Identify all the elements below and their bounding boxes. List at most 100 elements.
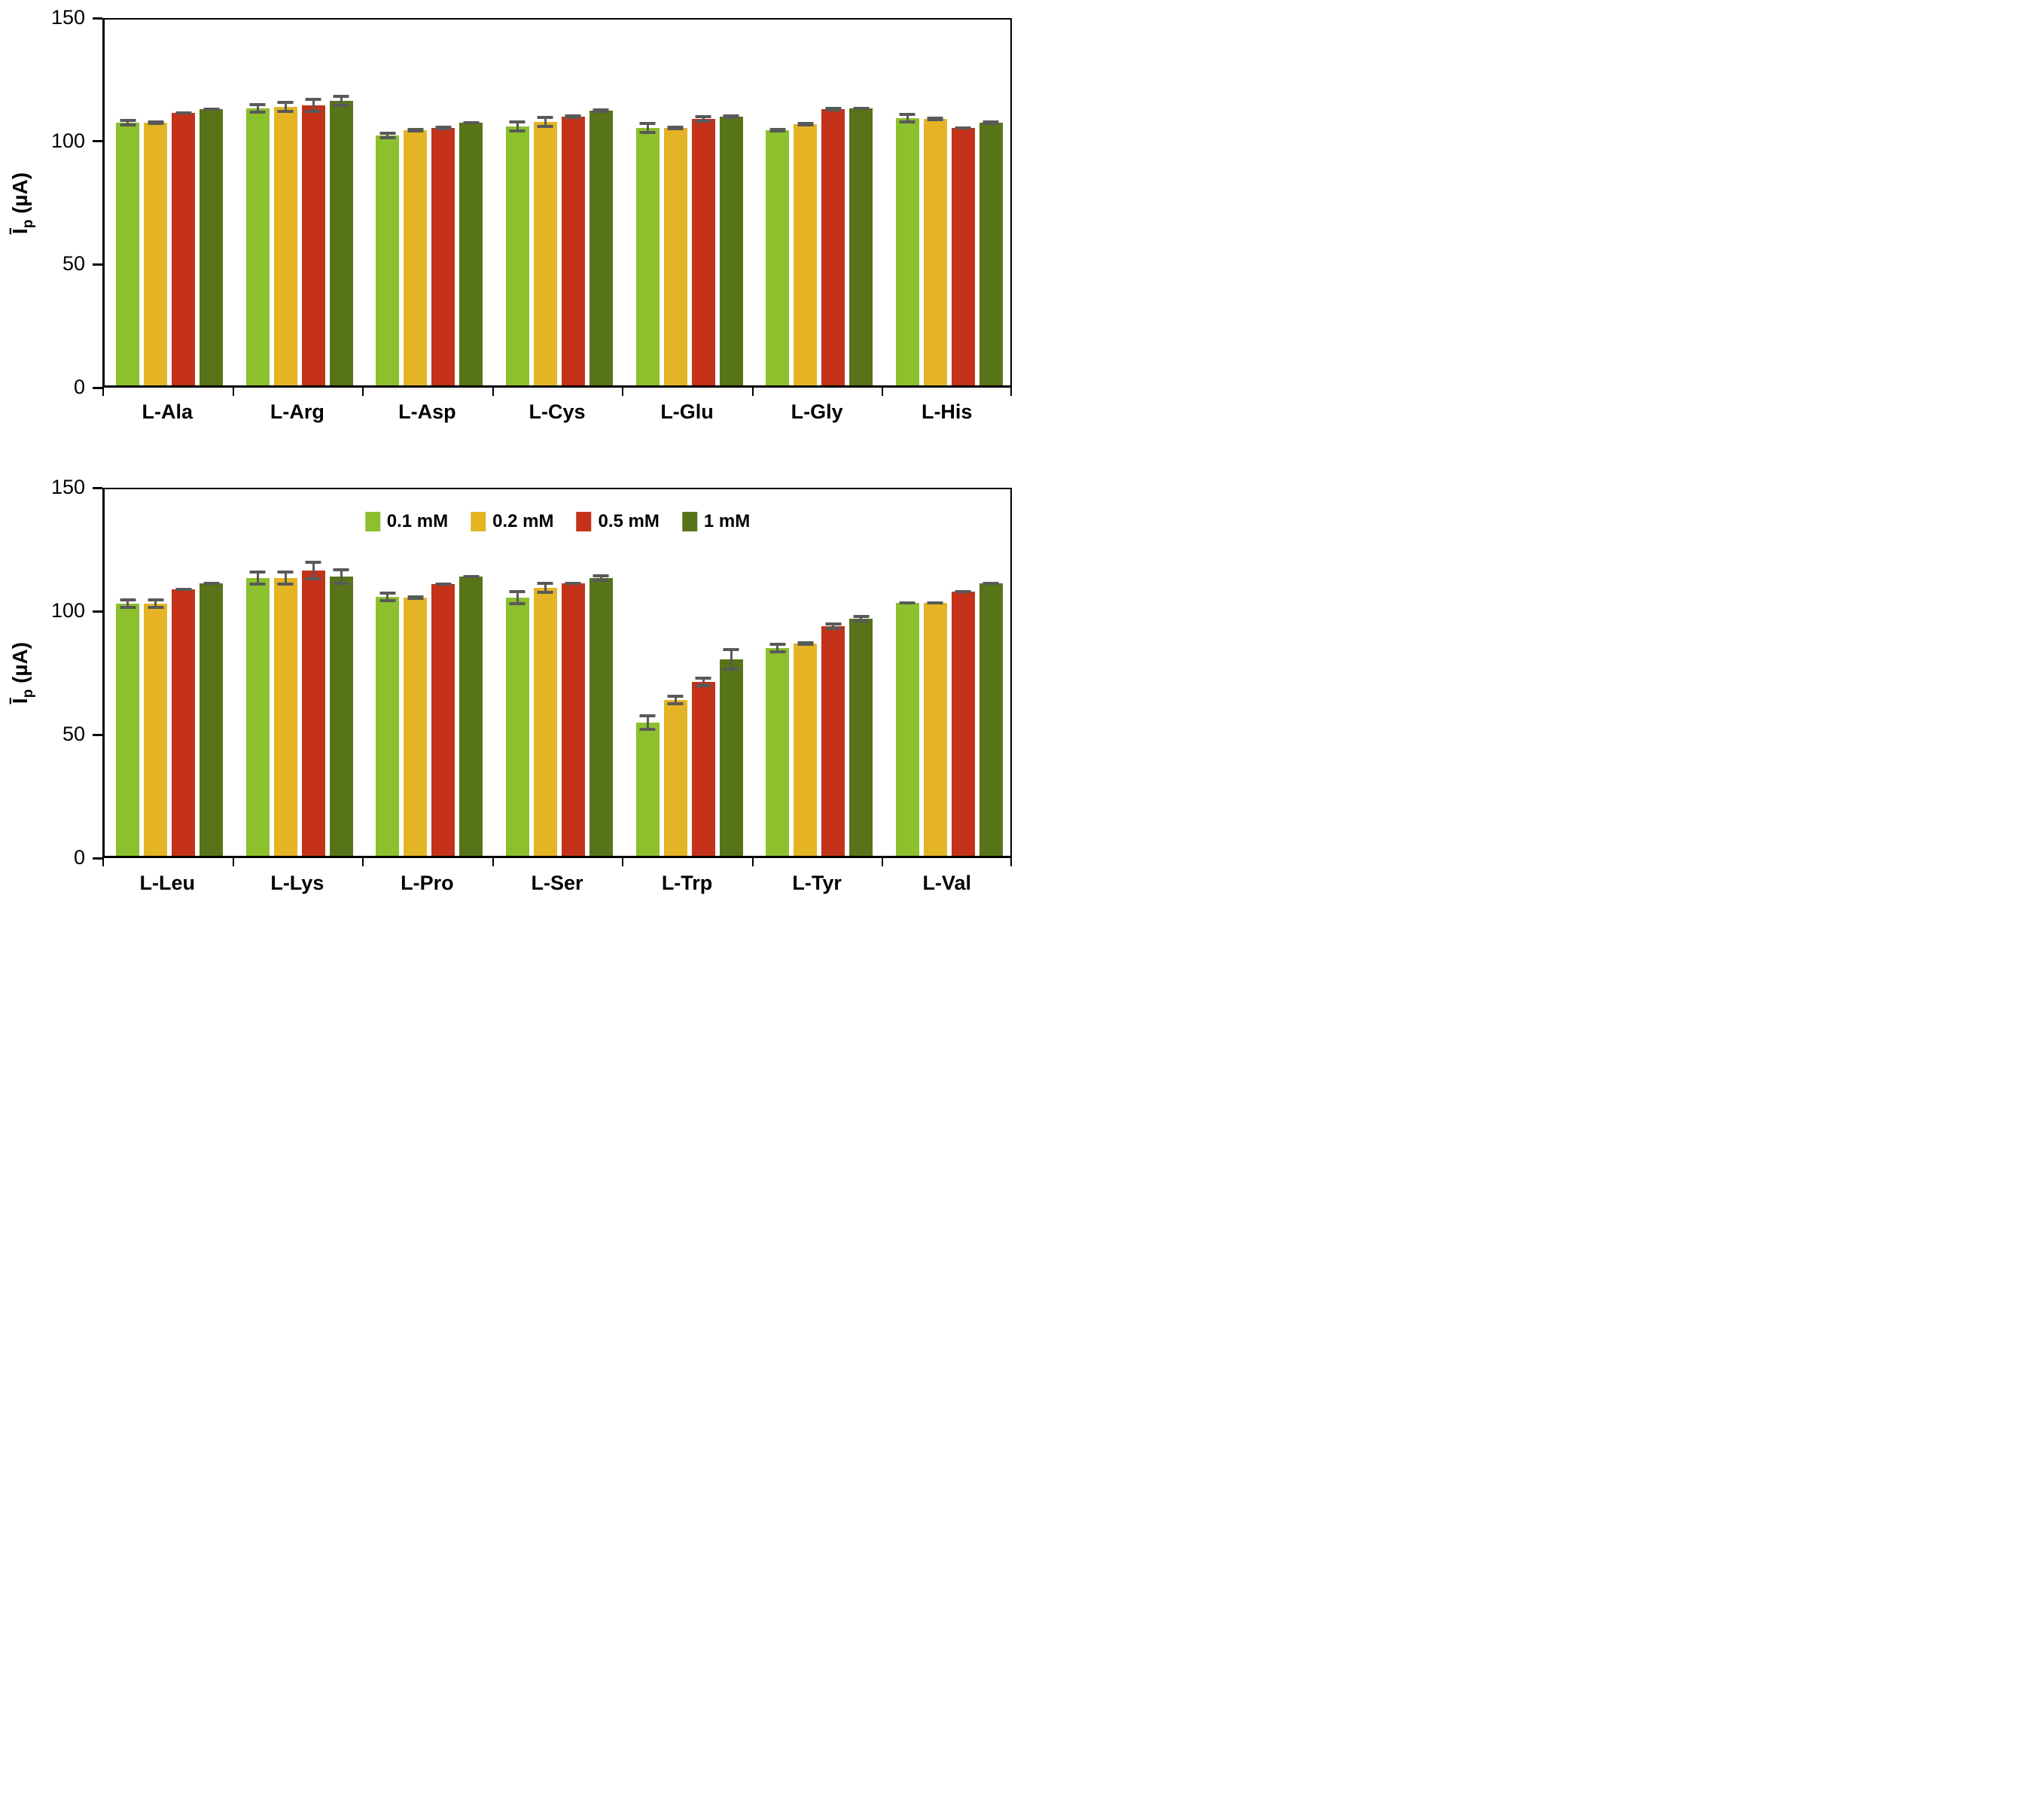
bar-L-Cys-0.1mM: [505, 120, 529, 385]
error-bar-cap-bottom: [639, 131, 656, 135]
bar-group-L-Glu: [624, 20, 754, 385]
error-bar-line: [386, 132, 389, 139]
error-bar-cap-bottom: [203, 108, 220, 111]
error-bar: [899, 601, 915, 605]
error-bar: [593, 574, 609, 582]
x-axis-tick: [492, 388, 494, 396]
bar-L-Ala-0.5mM: [172, 111, 196, 385]
bar-L-Pro-1mM: [459, 575, 483, 856]
error-bar-cap-top: [667, 125, 684, 129]
legend-label: 0.1 mM: [386, 511, 449, 531]
error-bar: [695, 115, 711, 123]
y-axis-tick: [93, 17, 102, 20]
error-bar: [955, 590, 971, 594]
error-bar-line: [284, 571, 287, 586]
error-bar-cap-top: [120, 598, 136, 602]
error-bar: [305, 98, 321, 113]
error-bar: [853, 107, 870, 111]
y-axis-tick: [93, 386, 102, 389]
bar-L-Cys-0.2mM: [533, 115, 557, 385]
error-bar-line: [284, 100, 287, 114]
bar-L-Tyr-0.1mM: [766, 643, 790, 856]
bar-group-L-Ser: [495, 489, 625, 856]
legend-item-0.5mM: 0.5 mM: [576, 512, 660, 531]
bar-L-Arg-0.5mM: [301, 98, 325, 385]
error-bar: [407, 595, 424, 601]
error-bar-cap-top: [927, 116, 943, 120]
error-bar-cap-bottom: [379, 135, 396, 139]
bar-L-Ser-0.1mM: [505, 590, 529, 856]
y-tick-label: 150: [50, 6, 85, 29]
error-bar-line: [126, 598, 129, 609]
error-bar-cap-bottom: [927, 118, 943, 122]
y-axis-tick: [93, 610, 102, 613]
bar-group-L-Arg: [235, 20, 365, 385]
error-bar: [407, 127, 424, 133]
error-bar-cap-bottom: [435, 583, 452, 586]
error-bar: [537, 115, 553, 129]
bar-L-Asp-1mM: [459, 121, 483, 385]
error-bar: [305, 560, 321, 581]
error-bar: [769, 643, 786, 653]
x-axis-tick: [1010, 858, 1012, 866]
error-bar-cap-bottom: [463, 575, 480, 579]
y-axis-tick: [93, 486, 102, 489]
plot-area-top: [102, 18, 1012, 388]
error-bar-cap-top: [639, 714, 656, 717]
category-label-L-Tyr: L-Tyr: [792, 872, 842, 894]
error-bar-cap-bottom: [983, 122, 999, 126]
x-axis-tick: [1010, 388, 1012, 396]
legend-swatch-0.1mM: [364, 512, 380, 531]
error-bar: [249, 103, 266, 114]
category-label-L-Gly: L-Gly: [791, 400, 843, 423]
error-bar: [899, 113, 915, 123]
category-label-L-Glu: L-Glu: [660, 400, 714, 423]
bar-group-L-Lys: [235, 489, 365, 856]
y-tick-label: 100: [50, 599, 85, 622]
error-bar-cap-top: [333, 94, 349, 98]
category-label-L-Ala: L-Ala: [142, 400, 193, 423]
error-bar-cap-bottom: [175, 111, 192, 115]
error-bar-cap-bottom: [463, 121, 480, 125]
error-bar-cap-bottom: [148, 605, 164, 609]
error-bar-cap-top: [695, 115, 711, 119]
error-bar-cap-top: [148, 120, 164, 123]
error-bar-cap-bottom: [723, 667, 739, 671]
bar-L-His-0.2mM: [923, 116, 947, 385]
y-axis-tick: [93, 857, 102, 860]
error-bar: [769, 127, 786, 133]
bar-L-Arg-1mM: [329, 94, 353, 385]
bar-group-L-His: [884, 20, 1014, 385]
error-bar-cap-bottom: [333, 582, 349, 586]
category-label-L-Ser: L-Ser: [531, 872, 583, 894]
bar-L-Arg-0.2mM: [273, 100, 297, 385]
x-axis-tick: [752, 388, 754, 396]
bar-L-Ala-0.1mM: [116, 119, 140, 385]
error-bar-line: [516, 120, 519, 133]
bar-L-Gly-0.2mM: [794, 121, 818, 385]
error-bar-cap-top: [565, 114, 581, 117]
error-bar-line: [646, 714, 649, 732]
error-bar: [927, 601, 943, 605]
error-bar-cap-bottom: [379, 598, 396, 602]
bar-L-Lys-0.5mM: [301, 560, 325, 856]
error-bar-cap-top: [148, 598, 164, 602]
error-bar: [983, 582, 999, 586]
error-bar-cap-top: [537, 115, 553, 119]
error-bar: [825, 106, 842, 112]
error-bar: [463, 121, 480, 125]
error-bar: [537, 581, 553, 595]
category-label-L-Trp: L-Trp: [661, 872, 713, 894]
error-bar-cap-top: [825, 106, 842, 110]
error-bar-cap-top: [769, 127, 786, 131]
bar-L-Lys-0.1mM: [245, 571, 270, 856]
error-bar-cap-bottom: [825, 626, 842, 630]
error-bar-cap-bottom: [955, 126, 971, 130]
bar-L-Gly-0.1mM: [766, 127, 790, 385]
error-bar-cap-top: [593, 574, 609, 578]
category-label-L-Asp: L-Asp: [398, 400, 456, 423]
category-label-L-Pro: L-Pro: [401, 872, 454, 894]
error-bar-cap-bottom: [407, 129, 424, 133]
error-bar-cap-bottom: [723, 116, 739, 120]
error-bar-cap-bottom: [277, 582, 294, 586]
